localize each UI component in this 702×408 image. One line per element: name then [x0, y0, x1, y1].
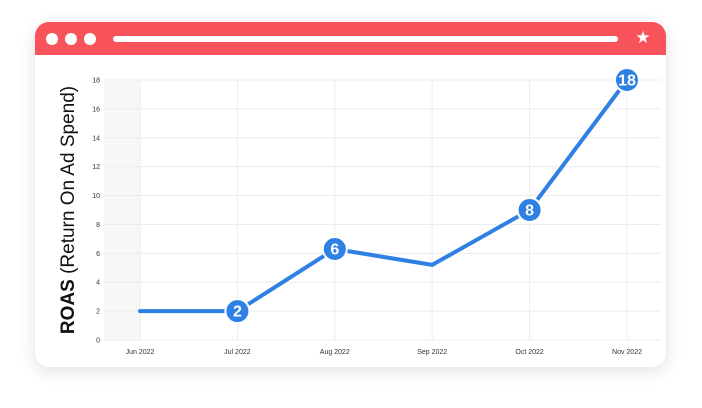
y-axis-label-bold: ROAS [58, 279, 79, 334]
y-axis-label: ROAS (Return On Ad Spend) [58, 86, 79, 334]
star-icon[interactable]: ★ [635, 28, 651, 48]
data-markers: 2 6 8 18 [224, 67, 640, 325]
address-bar[interactable] [113, 36, 618, 42]
data-point-label: 18 [618, 73, 636, 90]
x-tick-label: Nov 2022 [612, 349, 642, 356]
x-tick-label: Jun 2022 [126, 349, 155, 356]
y-tick-label: 8 [96, 222, 100, 229]
data-point[interactable]: 2 [224, 298, 251, 325]
data-point-marker [614, 67, 640, 93]
data-point-marker [516, 197, 543, 223]
roas-line-chart: 0 2 4 6 8 10 12 14 16 18 Jun 2022 Jul 2022 Aug 2022… [58, 67, 661, 356]
data-point-label: 8 [525, 203, 534, 220]
series-line [138, 78, 629, 314]
window-dot-1[interactable] [46, 33, 58, 45]
data-point[interactable]: 18 [614, 67, 640, 93]
x-tick-label: Aug 2022 [320, 349, 350, 356]
window-titlebar: ★ [35, 22, 666, 55]
y-axis-label-rest: (Return On Ad Spend) [58, 86, 79, 279]
x-tick-label: Oct 2022 [515, 349, 544, 356]
data-point[interactable]: 6 [321, 236, 348, 262]
data-point-label: 2 [233, 304, 242, 321]
data-point[interactable]: 8 [516, 197, 543, 223]
browser-window: ★ 0 2 4 6 8 10 12 14 16 18 Jun 2022 Jul 2022 Aug 20… [35, 22, 666, 367]
y-tick-label: 16 [92, 106, 100, 113]
window-dot-3[interactable] [84, 33, 96, 45]
data-point-label: 6 [330, 242, 339, 259]
y-tick-label: 4 [96, 280, 100, 287]
y-tick-label: 2 [96, 309, 100, 316]
plot-shade [104, 80, 140, 340]
y-tick-label: 14 [92, 135, 100, 142]
y-tick-label: 18 [92, 78, 100, 85]
window-dot-2[interactable] [65, 33, 77, 45]
y-tick-label: 12 [92, 164, 100, 171]
y-axis-ticks: 0 2 4 6 8 10 12 14 16 18 [92, 78, 100, 345]
data-point-marker [224, 298, 251, 325]
y-tick-label: 0 [96, 338, 100, 345]
x-tick-label: Sep 2022 [417, 349, 447, 356]
y-tick-label: 6 [96, 251, 100, 258]
y-tick-label: 10 [92, 193, 100, 200]
x-tick-label: Jul 2022 [224, 349, 251, 356]
data-point-marker [321, 236, 348, 262]
gridlines [104, 79, 661, 341]
x-axis-ticks: Jun 2022 Jul 2022 Aug 2022 Sep 2022 Oct 2022… [126, 349, 642, 356]
